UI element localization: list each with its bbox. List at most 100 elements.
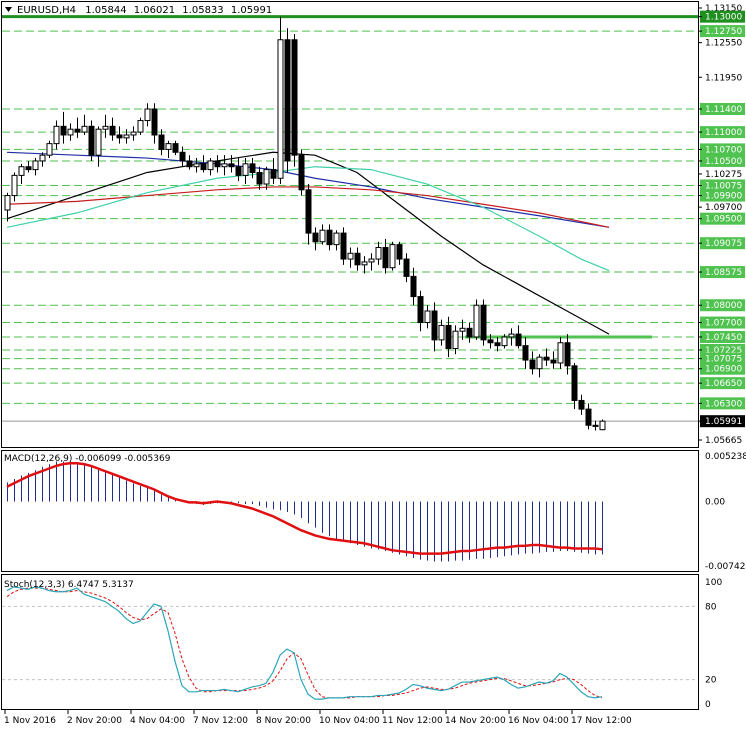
level-tag xyxy=(700,179,745,192)
price-axis-label: 1.07450 xyxy=(705,333,742,343)
price-axis-label: 1.09075 xyxy=(705,239,742,249)
candle-body xyxy=(256,171,263,185)
time-axis-label: 17 Nov 12:00 xyxy=(571,716,632,726)
stoch-levels xyxy=(2,605,698,681)
stochastic-pane[interactable]: 100 80 20 0 Stoch(12,3,3) 6.4747 5.3137 xyxy=(1,574,723,711)
candle-body xyxy=(74,128,81,133)
time-axis-label: 10 Nov 04:00 xyxy=(319,716,380,726)
candle-body xyxy=(200,163,207,171)
stoch-axis-label: 100 xyxy=(705,578,722,588)
candle-body xyxy=(214,160,221,168)
price-pane-frame xyxy=(1,1,699,448)
candle-body xyxy=(529,359,536,370)
moving-averages xyxy=(6,151,610,335)
level-tag xyxy=(700,397,745,410)
macd-axis-label: 0.00 xyxy=(705,498,725,508)
candle-body xyxy=(4,195,11,211)
candle-body xyxy=(242,163,249,176)
candle-body xyxy=(424,310,431,324)
price-axis-label: 1.06900 xyxy=(705,365,742,375)
time-axis-label: 8 Nov 20:00 xyxy=(256,716,311,726)
macd-signal-line xyxy=(6,462,603,555)
candle-body xyxy=(522,345,529,361)
symbol-label: EURUSD,H4 xyxy=(17,5,76,16)
stoch-axis-label: 80 xyxy=(705,602,717,612)
candle-body xyxy=(284,39,291,162)
candle-body xyxy=(67,128,74,136)
candle-body xyxy=(403,258,410,277)
candle-body xyxy=(466,327,473,338)
candle-body xyxy=(95,128,102,156)
candle-body xyxy=(410,275,417,298)
candle-body xyxy=(515,333,522,347)
candle-body xyxy=(592,424,599,427)
candle-body xyxy=(179,151,186,162)
candle-body xyxy=(270,169,277,179)
candle-body xyxy=(382,247,389,269)
candle-body xyxy=(340,232,347,260)
price-axis-label: 1.10275 xyxy=(705,170,742,180)
macd-label: MACD(12,26,9) -0.006099 -0.005369 xyxy=(4,454,171,464)
level-tag xyxy=(700,316,745,329)
candle-body xyxy=(571,365,578,401)
candle-body xyxy=(158,134,165,150)
stoch-label: Stoch(12,3,3) 6.4747 5.3137 xyxy=(4,580,134,590)
candle-body xyxy=(494,342,501,347)
level-tag xyxy=(700,143,745,156)
low-value: 1.05833 xyxy=(182,5,223,16)
candle-body xyxy=(396,244,403,260)
candle-body xyxy=(32,160,39,171)
horizontal-levels[interactable] xyxy=(2,15,698,422)
level-tag xyxy=(700,25,745,38)
candle-body xyxy=(452,330,459,350)
stoch-pane-frame xyxy=(1,574,699,710)
price-axis-label: 1.09900 xyxy=(705,192,742,202)
moving-average-line xyxy=(6,166,610,272)
candle-body xyxy=(109,125,116,136)
candle-body xyxy=(557,342,564,364)
price-axis-label: 1.09500 xyxy=(705,215,742,225)
candle-body xyxy=(165,143,172,150)
candle-body xyxy=(291,39,298,156)
candle-body xyxy=(326,229,333,246)
price-axis-label: 1.07225 xyxy=(705,346,742,356)
candle-body xyxy=(501,336,508,347)
dropdown-triangle-icon[interactable] xyxy=(5,7,12,12)
candle-body xyxy=(578,399,585,410)
candle-body xyxy=(277,39,284,179)
time-axis-label: 11 Nov 12:00 xyxy=(382,716,443,726)
candle-body xyxy=(487,339,494,344)
price-axis-label: 1.07075 xyxy=(705,355,742,365)
candle-body xyxy=(46,143,53,156)
close-value: 1.05991 xyxy=(231,5,272,16)
candle-body xyxy=(123,134,130,139)
price-tag xyxy=(700,415,745,428)
candle-body xyxy=(438,324,445,341)
macd-axis: 0.005238 0.00 -0.007426 xyxy=(705,452,746,572)
price-tag-label: 1.13000 xyxy=(705,13,742,23)
level-tag xyxy=(700,126,745,139)
stoch-axis-label: 20 xyxy=(705,676,717,686)
candle-body xyxy=(235,166,242,176)
candle-body xyxy=(221,163,228,168)
macd-axis-label: -0.007426 xyxy=(705,562,746,572)
candle-body xyxy=(305,189,312,234)
candle-body xyxy=(53,125,60,145)
candles xyxy=(4,16,606,431)
candle-body xyxy=(585,408,592,426)
moving-average-line xyxy=(6,151,610,228)
time-axis-label: 4 Nov 04:00 xyxy=(130,716,185,726)
candle-body xyxy=(550,359,557,364)
price-axis-label: 1.10075 xyxy=(705,181,742,191)
level-tag xyxy=(700,189,745,202)
level-tag xyxy=(700,362,745,375)
candle-body xyxy=(228,163,235,168)
candle-body xyxy=(88,125,95,156)
candle-body xyxy=(459,327,466,332)
candle-body xyxy=(25,166,32,171)
macd-pane[interactable]: 0.005238 0.00 -0.007426 MACD(12,26,9) -0.0… xyxy=(1,450,746,573)
candle-body xyxy=(375,247,382,260)
